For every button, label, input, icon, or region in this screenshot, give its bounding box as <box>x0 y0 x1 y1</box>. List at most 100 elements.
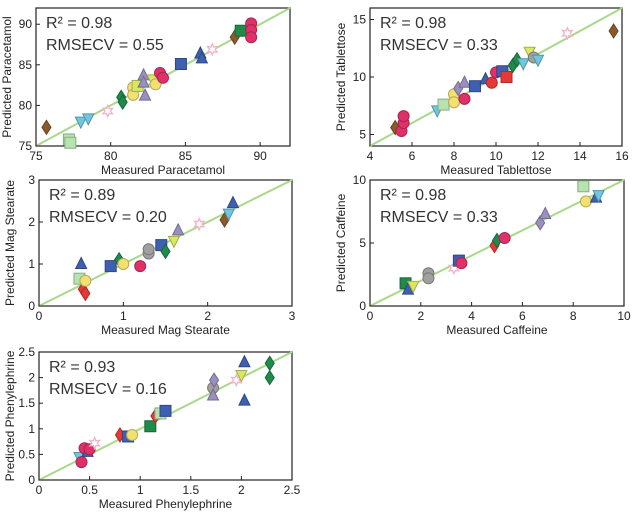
data-point-square-11 <box>469 80 481 93</box>
x-tick-label-75: 75 <box>29 149 43 163</box>
panel-caffeine: 0 2 4 6 8 10 0 5 10 Measured Caffeine Predicted Ca… <box>334 173 631 337</box>
data-point-circle-10 <box>498 231 511 244</box>
y-axis-label: Predicted Paracetamol <box>0 16 14 137</box>
x-tick-label-2: 2 <box>417 309 424 323</box>
y-tick-label-2: 2 <box>28 215 35 229</box>
x-tick-label-8: 8 <box>570 309 577 323</box>
data-point-circle-4 <box>79 274 92 287</box>
data-point-triangle-down-17 <box>235 370 248 383</box>
panel-mag-stearate: 0 1 2 3 0 1 2 3 Measured Mag Stearate Predicted M… <box>3 173 296 337</box>
r-squared-label: R² = 0.98 <box>380 187 446 204</box>
rmsecv-label: RMSECV = 0.16 <box>49 381 167 398</box>
data-point-triangle-12 <box>538 206 552 220</box>
y-axis-label: Predicted Mag Stearate <box>3 180 17 306</box>
y-tick-label-1: 1 <box>28 422 35 436</box>
y-tick-label-0-5: 0.5 <box>18 447 35 461</box>
data-point-circle-14 <box>579 195 592 208</box>
data-point-square-12 <box>159 404 172 417</box>
data-point-diamond-3 <box>80 285 91 302</box>
data-point-square-18 <box>174 58 187 71</box>
data-point-star-5 <box>101 104 114 119</box>
data-point-triangle-1 <box>74 256 88 269</box>
data-point-triangle-20 <box>195 50 209 64</box>
panel-paracetamol: 75 80 85 90 75 80 85 90 Measured Paracetamol Pred… <box>0 7 291 177</box>
y-tick-label-0: 0 <box>28 299 35 313</box>
x-tick-label-0-5: 0.5 <box>81 483 98 497</box>
data-point-circle-17 <box>157 71 169 84</box>
data-point-square-23 <box>234 24 247 37</box>
x-tick-label-1: 1 <box>120 309 127 323</box>
data-point-circle-15 <box>149 78 162 91</box>
x-tick-label-1: 1 <box>137 483 144 497</box>
data-point-triangle-19 <box>238 393 251 406</box>
data-point-circle-1 <box>75 456 88 469</box>
data-point-circle-4 <box>422 272 435 285</box>
data-point-triangle-down-16 <box>592 190 605 203</box>
data-point-triangle-down-17 <box>222 208 236 222</box>
x-tick-label-85: 85 <box>179 149 193 163</box>
rmsecv-label: RMSECV = 0.20 <box>49 209 167 226</box>
data-point-circle-3 <box>397 110 410 123</box>
y-tick-label-2-5: 2.5 <box>18 345 35 359</box>
y-tick-label-10: 10 <box>353 173 367 187</box>
y-tick-label-15: 15 <box>353 13 367 27</box>
y-tick-label-1: 1 <box>28 257 35 271</box>
y-tick-label-0: 0 <box>359 299 366 313</box>
data-point-diamond-15 <box>208 372 220 389</box>
data-point-square-9 <box>144 420 157 433</box>
data-point-star-15 <box>193 216 206 232</box>
y-tick-label-1-5: 1.5 <box>18 396 35 410</box>
rmsecv-label: RMSECV = 0.55 <box>46 37 164 54</box>
data-point-triangle-14 <box>206 387 220 401</box>
data-point-circle-7 <box>455 257 468 270</box>
panel-tablettose: 4 6 8 10 12 14 16 5 10 15 Measured Tablettose Predi… <box>334 7 629 177</box>
x-tick-label-10: 10 <box>617 309 631 323</box>
x-tick-label-80: 80 <box>104 149 118 163</box>
data-point-square-2 <box>64 136 77 149</box>
data-point-triangle-12 <box>137 75 150 88</box>
x-tick-label-0: 0 <box>367 309 374 323</box>
data-point-triangle-18 <box>238 354 251 368</box>
x-axis-label: Measured Paracetamol <box>101 163 225 177</box>
data-point-triangle-10 <box>458 75 471 88</box>
data-point-triangle-down-3 <box>74 116 88 130</box>
y-tick-label-5: 5 <box>359 236 366 250</box>
y-axis-label: Predicted Phenylephrine <box>3 350 17 481</box>
x-tick-label-8: 8 <box>451 149 458 163</box>
data-point-diamond-18 <box>511 51 523 68</box>
data-point-circle-26 <box>245 31 258 44</box>
x-tick-label-12: 12 <box>531 149 545 163</box>
x-tick-label-0: 0 <box>36 309 43 323</box>
data-point-star-5 <box>88 435 101 451</box>
data-point-star-21 <box>206 42 219 57</box>
y-tick-label-80: 80 <box>19 98 33 112</box>
data-point-triangle-14 <box>171 222 185 236</box>
r-squared-label: R² = 0.98 <box>46 15 112 32</box>
data-point-triangle-18 <box>226 195 240 209</box>
y-tick-label-10: 10 <box>353 70 367 84</box>
data-point-diamond-24 <box>608 23 619 39</box>
x-tick-label-1-5: 1.5 <box>182 483 199 497</box>
x-tick-label-2: 2 <box>238 483 245 497</box>
y-axis-label: Predicted Caffeine <box>334 193 348 292</box>
x-tick-label-4: 4 <box>468 309 475 323</box>
y-tick-label-85: 85 <box>19 58 33 72</box>
data-point-diamond-0 <box>41 119 52 136</box>
data-point-triangle-13 <box>138 88 152 101</box>
data-point-triangle-down-22 <box>531 54 545 68</box>
x-tick-label-3: 3 <box>289 309 296 323</box>
panel-phenylephrine: 0 0.5 1 1.5 2 2.5 0 0.5 1 1.5 2 2.5 Measured Phenyle… <box>3 345 301 511</box>
x-axis-label: Measured Mag Stearate <box>101 323 230 337</box>
rmsecv-label: RMSECV = 0.33 <box>380 37 498 54</box>
r-squared-label: R² = 0.89 <box>49 187 115 204</box>
data-point-square-16 <box>500 71 513 83</box>
data-point-square-5 <box>437 98 450 111</box>
x-tick-label-2: 2 <box>204 309 211 323</box>
r-squared-label: R² = 0.98 <box>380 15 446 32</box>
data-point-triangle-down-4 <box>81 113 95 127</box>
data-point-triangle-down-2 <box>406 280 420 294</box>
x-tick-label-16: 16 <box>615 149 629 163</box>
x-tick-label-14: 14 <box>573 149 587 163</box>
data-point-circle-9 <box>458 92 471 105</box>
